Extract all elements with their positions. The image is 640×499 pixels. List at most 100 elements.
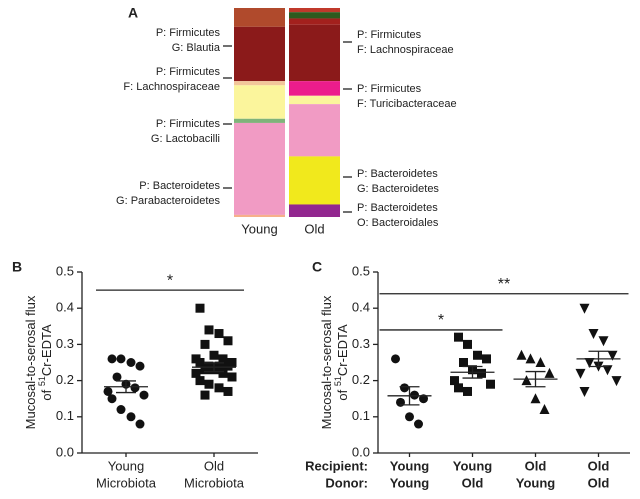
data-point — [116, 354, 126, 364]
bar-segment — [234, 81, 285, 86]
annotation: O: Bacteroidales — [357, 217, 439, 229]
annotation: P: Firmicutes — [156, 27, 221, 39]
data-point — [516, 349, 527, 360]
data-point — [116, 405, 126, 415]
annotation: P: Firmicutes — [156, 118, 221, 130]
bar-label: Old — [304, 221, 324, 236]
annotation: F: Lachnospiraceae — [357, 44, 454, 56]
data-point — [535, 357, 546, 367]
bar-segment — [289, 104, 340, 157]
x-tick-label: Microbiota — [184, 475, 245, 490]
data-point — [454, 383, 463, 393]
data-point — [214, 383, 224, 393]
y-tick-label: 0.2 — [56, 372, 74, 387]
y-tick-label: 0.0 — [352, 444, 370, 459]
panel-letter: B — [12, 259, 22, 275]
data-point — [130, 383, 140, 393]
data-point — [530, 393, 541, 404]
data-point — [579, 303, 590, 314]
data-point — [459, 358, 468, 367]
y-axis-label-line: Mucosal-to-serosal flux — [319, 295, 334, 429]
data-point — [463, 386, 472, 396]
data-point — [195, 358, 205, 367]
bar-segment — [289, 24, 340, 82]
y-tick-label: 0.1 — [352, 408, 370, 423]
data-point — [204, 379, 214, 389]
annotation: P: Firmicutes — [156, 66, 221, 78]
y-tick-label: 0.3 — [56, 336, 74, 351]
data-point — [477, 368, 486, 378]
x-tick-label: Old — [462, 475, 484, 490]
y-tick-label: 0.1 — [56, 408, 74, 423]
data-point — [575, 368, 586, 379]
bar-segment — [289, 95, 340, 105]
bar-segment — [289, 204, 340, 217]
significance-label: * — [438, 312, 444, 329]
data-point — [195, 303, 205, 313]
bar-label: Young — [241, 221, 277, 236]
data-point — [112, 372, 122, 382]
significance-label: ** — [498, 276, 510, 293]
bar-segment — [234, 118, 285, 123]
y-tick-label: 0.2 — [352, 372, 370, 387]
data-point — [454, 332, 463, 342]
annotation: P: Bacteroidetes — [139, 180, 220, 192]
data-point — [400, 383, 409, 393]
annotation: P: Bacteroidetes — [357, 202, 438, 214]
y-tick-label: 0.3 — [352, 336, 370, 351]
y-axis-label: of 51Cr-EDTA — [37, 324, 54, 401]
annotation: P: Firmicutes — [357, 29, 422, 41]
data-point — [414, 419, 423, 429]
y-tick-label: 0.4 — [56, 300, 74, 315]
x-tick-label: Old — [588, 475, 610, 490]
bar-segment — [289, 12, 340, 19]
y-tick-label: 0.5 — [352, 263, 370, 278]
data-point — [544, 367, 555, 378]
y-axis-label-sup: 51 — [333, 376, 343, 386]
annotation: F: Lachnospiraceae — [123, 81, 220, 93]
data-point — [223, 386, 233, 396]
data-point — [103, 386, 113, 396]
data-point — [200, 390, 210, 400]
data-point — [473, 350, 482, 360]
bar-segment — [234, 85, 285, 119]
data-point — [611, 376, 622, 387]
data-point — [126, 412, 136, 422]
data-point — [126, 358, 136, 367]
data-point — [200, 365, 210, 375]
data-point — [191, 368, 201, 378]
y-tick-label: 0.5 — [56, 263, 74, 278]
bar-segment — [234, 214, 285, 217]
data-point — [223, 336, 233, 346]
y-axis-label: Mucosal-to-serosal flux — [23, 295, 38, 429]
bar-segment — [289, 8, 340, 13]
data-point — [602, 365, 613, 376]
data-point — [227, 372, 237, 382]
bar-segment — [289, 81, 340, 96]
bar-segment — [289, 156, 340, 205]
x-tick-label: Old — [588, 458, 610, 473]
y-axis-label-line: Mucosal-to-serosal flux — [23, 295, 38, 429]
panel-letter: A — [128, 5, 138, 21]
row-label: Donor: — [325, 475, 368, 490]
data-point — [135, 361, 145, 371]
y-axis-label-part: Cr-EDTA — [335, 324, 350, 376]
data-point — [607, 350, 618, 361]
data-point — [584, 358, 595, 368]
y-axis-label-part: of — [335, 386, 350, 400]
data-point — [410, 390, 419, 400]
data-point — [209, 350, 219, 360]
data-point — [405, 412, 414, 422]
y-axis-label: of 51Cr-EDTA — [333, 324, 350, 401]
data-point — [195, 376, 205, 386]
annotation: G: Parabacteroidetes — [116, 195, 220, 207]
data-point — [218, 354, 228, 364]
data-point — [204, 325, 214, 335]
data-point — [525, 353, 536, 364]
y-axis-label-part: of — [39, 386, 54, 400]
data-point — [598, 336, 609, 347]
data-point — [135, 419, 145, 429]
data-point — [214, 329, 224, 339]
bar-segment — [234, 122, 285, 215]
data-point — [200, 339, 210, 349]
